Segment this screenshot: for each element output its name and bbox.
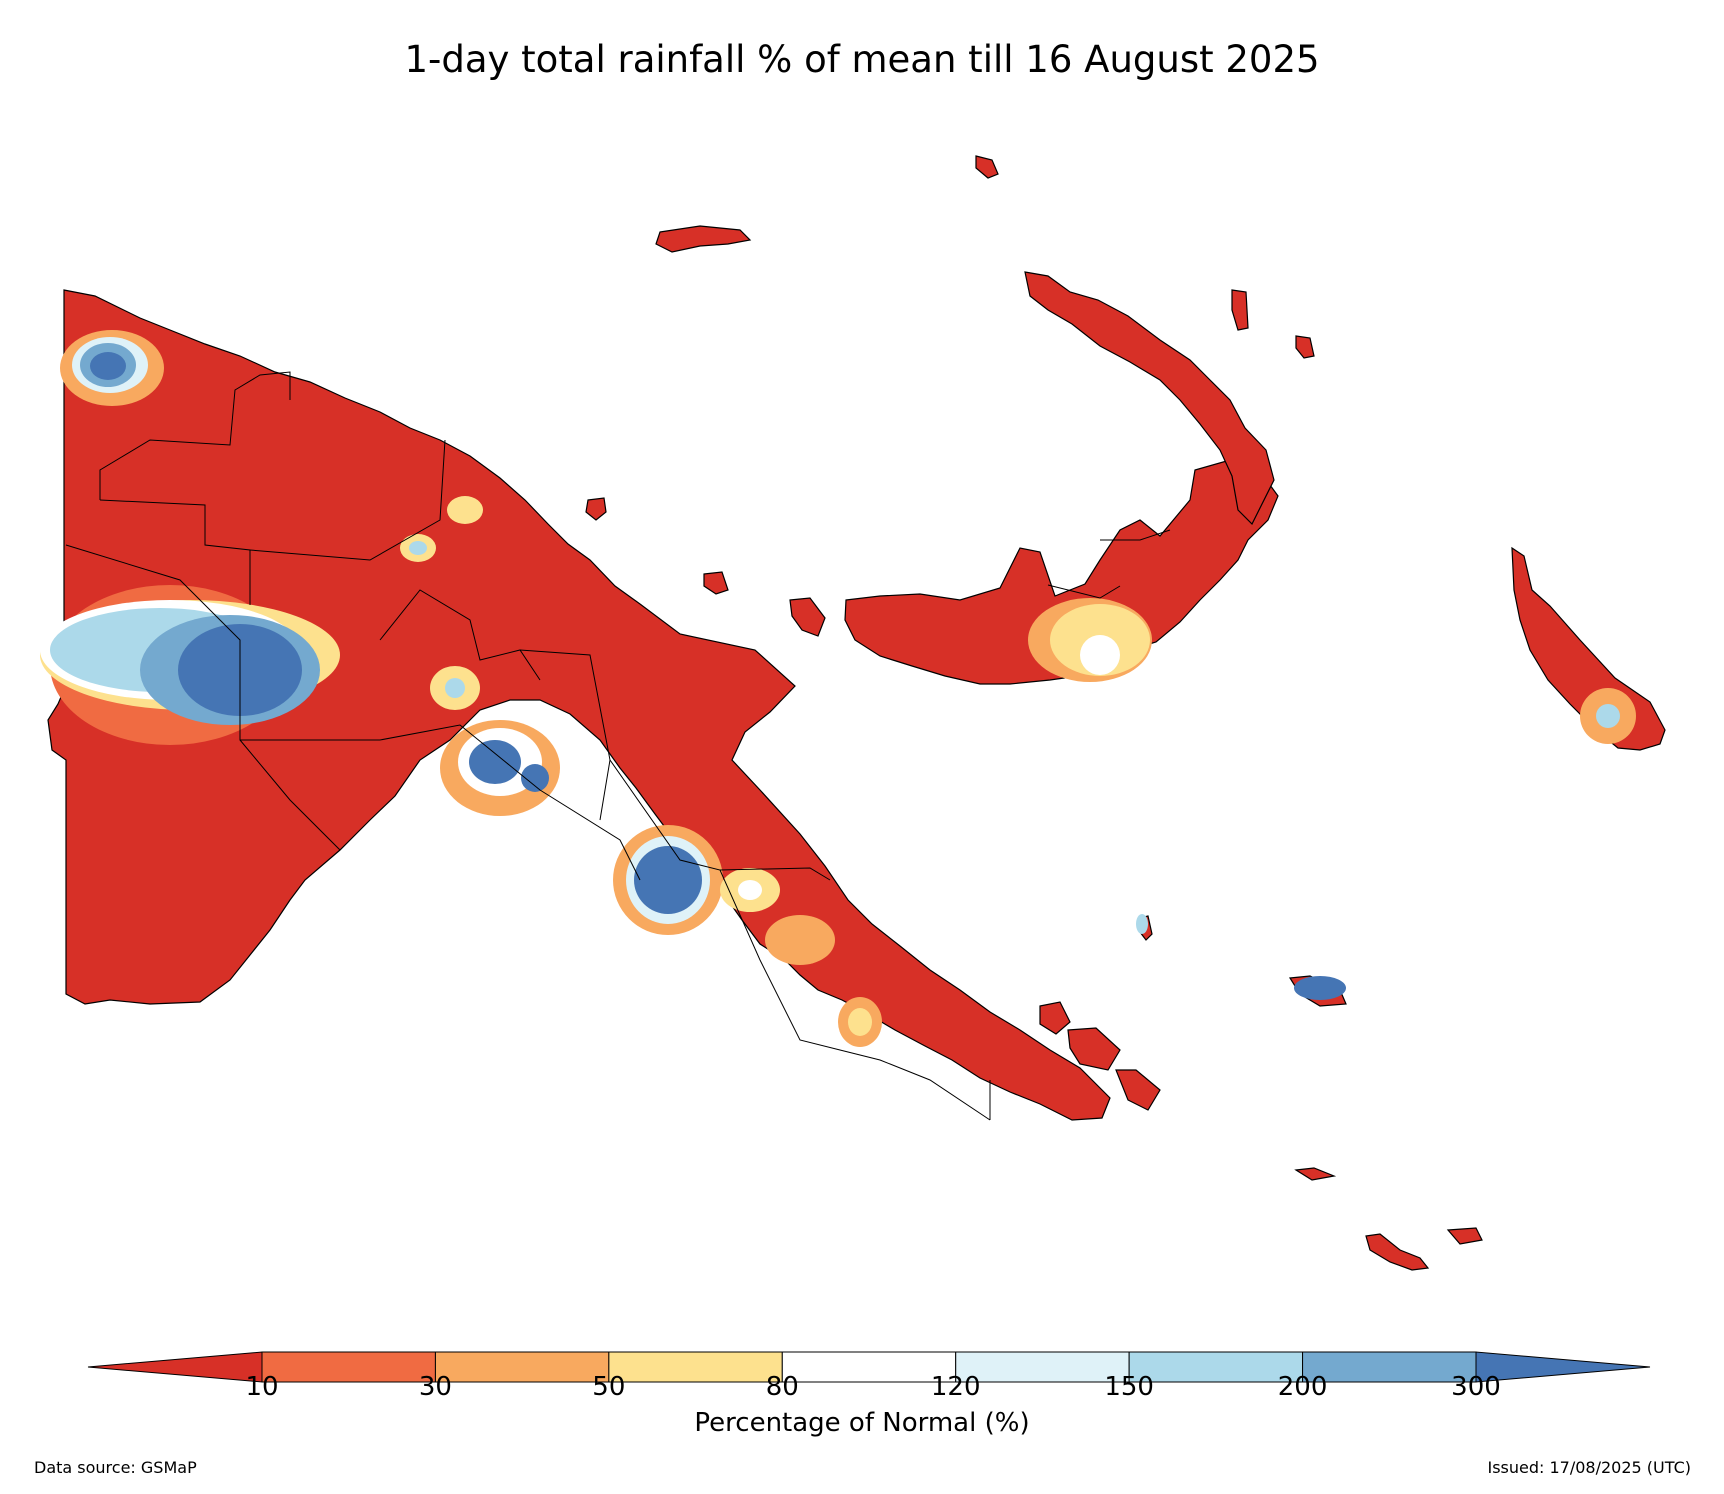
colorbar-label: Percentage of Normal (%): [694, 1408, 1030, 1438]
colorbar-tick-50: 50: [592, 1372, 626, 1402]
patch-se2-core: [738, 880, 762, 900]
patch-se4-core: [848, 1008, 872, 1036]
colorbar-extend-high: [1475, 1351, 1651, 1383]
colorbar-bin-7: [1302, 1351, 1477, 1383]
island-k: [1446, 1227, 1483, 1245]
colorbar-bin-2: [434, 1351, 610, 1383]
colorbar-tick-80: 80: [765, 1372, 799, 1402]
island-h: [1039, 1001, 1071, 1035]
issued-date: Issued: 17/08/2025 (UTC): [1487, 1458, 1691, 1477]
manus-island: [655, 225, 752, 253]
colorbar-tick-200: 200: [1277, 1372, 1328, 1402]
island-c: [703, 571, 729, 595]
island-g: [1067, 1027, 1121, 1071]
patch-c-core: [469, 740, 521, 784]
island-i: [1365, 1233, 1430, 1271]
new-britain: [844, 459, 1279, 685]
patch-island-light: [1136, 914, 1148, 934]
map-title: 1-day total rainfall % of mean till 16 A…: [404, 38, 1320, 81]
colorbar-bin-4: [781, 1351, 957, 1383]
mainland-png: [47, 289, 1111, 1121]
colorbar-tick-300: 300: [1451, 1372, 1501, 1402]
land-masses: [47, 155, 1666, 1271]
patch-c2-core: [445, 678, 465, 698]
rainfall-anomaly-patches: [40, 330, 1636, 1047]
island-b: [585, 497, 607, 521]
colorbar-segments: [87, 1351, 1651, 1383]
data-source: Data source: GSMaP: [34, 1458, 197, 1477]
island-f: [1295, 335, 1315, 359]
island-a: [789, 597, 826, 637]
colorbar-tick-150: 150: [1104, 1372, 1154, 1402]
patch-c-core2: [521, 764, 549, 792]
patch-nc: [447, 496, 483, 524]
colorbar-tick-30: 30: [418, 1372, 452, 1402]
island-e: [1231, 289, 1249, 331]
island-j: [1294, 1167, 1337, 1181]
patch-nw-core: [90, 352, 126, 380]
patch-se3: [765, 915, 835, 965]
patch-nc2-core: [409, 541, 427, 555]
new-ireland: [1024, 271, 1275, 526]
patch-island-blue: [1294, 976, 1346, 1000]
colorbar-bin-1: [261, 1351, 436, 1383]
colorbar-bin-5: [955, 1351, 1130, 1383]
colorbar-tick-10: 10: [245, 1372, 279, 1402]
colorbar-bin-6: [1128, 1351, 1304, 1383]
island-l: [1115, 1069, 1161, 1111]
patch-nb-white: [1080, 635, 1120, 675]
island-d: [975, 155, 999, 179]
patch-bv-core: [1596, 704, 1620, 728]
colorbar-bin-3: [608, 1351, 783, 1383]
patch-se-core: [634, 846, 702, 914]
colorbar-tick-120: 120: [930, 1372, 981, 1402]
province-boundaries: [65, 371, 1171, 1121]
